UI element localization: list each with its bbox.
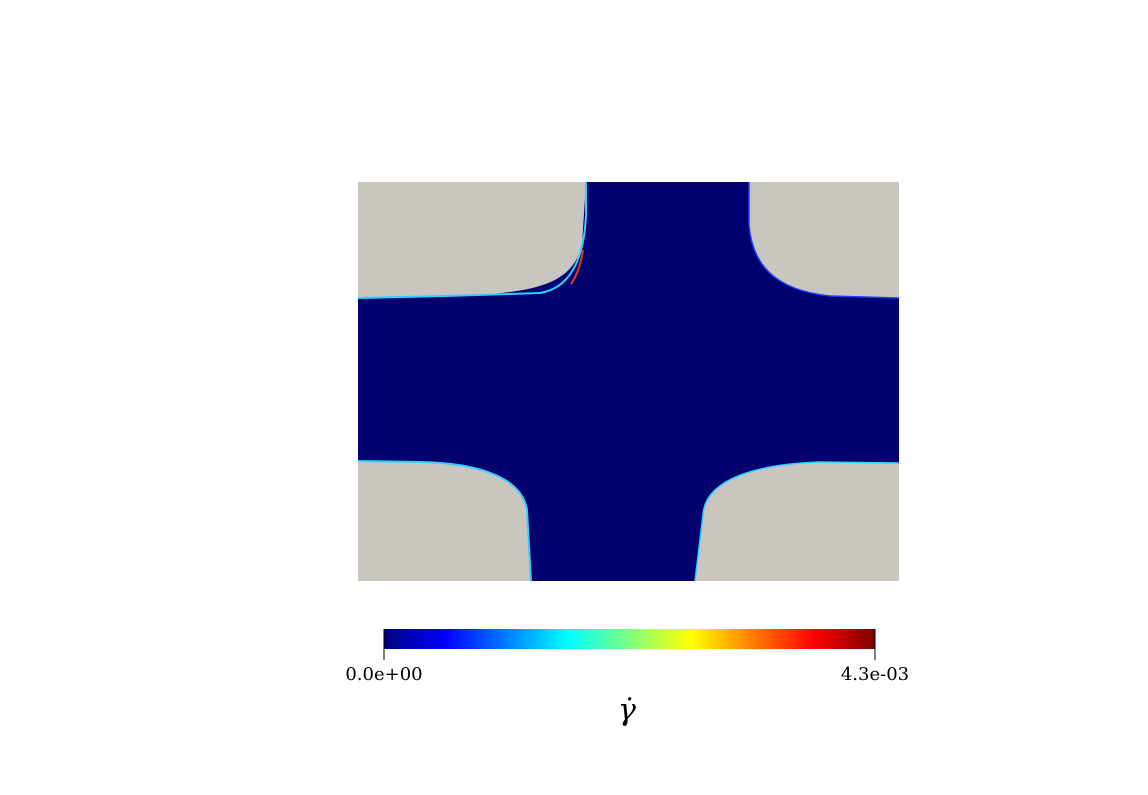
- interface-edge-top-left: [357, 182, 587, 299]
- colorbar: 0.0e+00 4.3e-03 γ̇: [345, 629, 909, 728]
- colorbar-gradient: [384, 629, 875, 649]
- colorbar-title: γ̇: [618, 693, 636, 728]
- fluid-channel-cross: [358, 182, 899, 581]
- colorbar-min-label: 0.0e+00: [345, 664, 422, 685]
- colorbar-max-label: 4.3e-03: [841, 664, 909, 685]
- interface-edge-bottom-left: [357, 460, 532, 582]
- interface-edge-bottom-right: [694, 461, 900, 582]
- field-domain: [357, 182, 900, 582]
- interface-edge-top-right: [748, 182, 900, 299]
- interface-edge-hotspot: [570, 249, 584, 285]
